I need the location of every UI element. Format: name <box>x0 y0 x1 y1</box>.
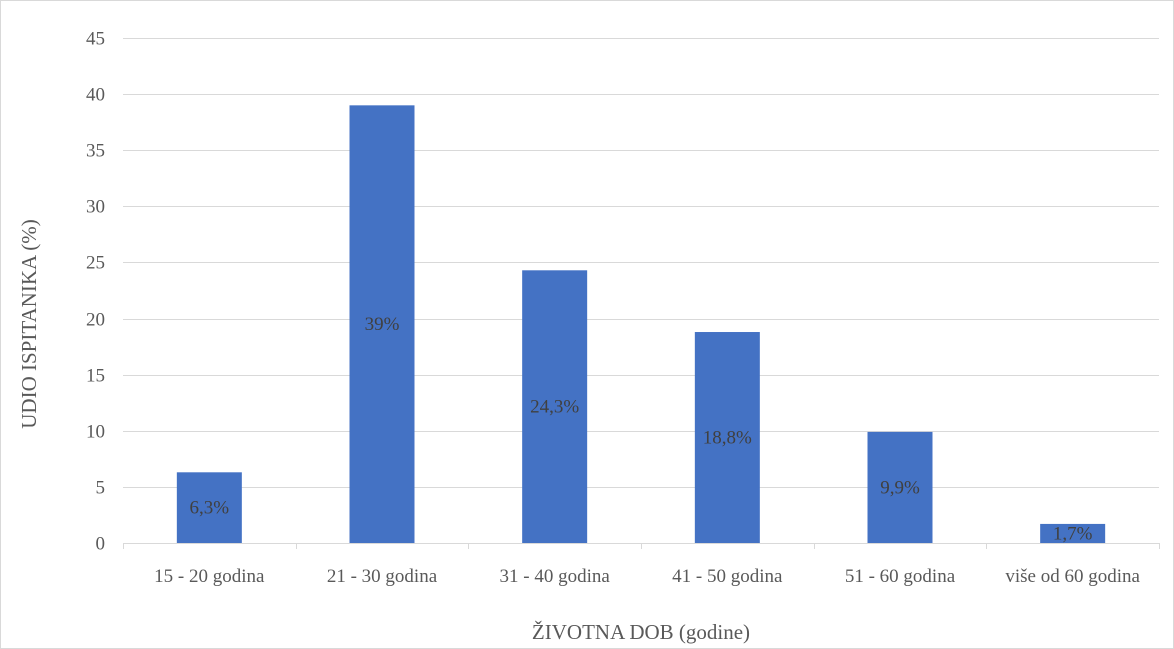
bar <box>1040 523 1106 543</box>
bar <box>522 270 588 543</box>
data-label: 39% <box>365 314 400 335</box>
y-axis-title: UDIO ISPITANIKA (%) <box>17 219 41 428</box>
x-tick-label: 51 - 60 godina <box>845 566 956 587</box>
grid-layer <box>123 38 1160 549</box>
data-label: 1,7% <box>1053 523 1093 544</box>
x-tick-label: 31 - 40 godina <box>500 566 611 587</box>
y-tick-label: 40 <box>86 85 105 106</box>
y-tick-label: 0 <box>96 534 106 555</box>
data-labels-layer: 6,3% 39% 24,3% 18,8% 9,9% 1,7% <box>190 314 1093 544</box>
bar <box>349 105 415 543</box>
data-label: 18,8% <box>703 428 752 449</box>
x-tick-label: više od 60 godina <box>1005 566 1140 587</box>
y-tick-label: 30 <box>86 197 105 218</box>
bar <box>176 472 242 543</box>
bar <box>694 332 760 543</box>
y-tick-label: 10 <box>86 422 105 443</box>
x-tick-label: 21 - 30 godina <box>327 566 438 587</box>
y-tick-label: 45 <box>86 29 105 50</box>
bars-layer <box>176 105 1106 543</box>
y-axis-ticks: 0 5 10 15 20 25 30 35 40 45 <box>86 29 105 555</box>
data-label: 6,3% <box>190 498 230 519</box>
x-axis-ticks: 15 - 20 godina 21 - 30 godina 31 - 40 godi… <box>154 566 1140 587</box>
y-tick-label: 20 <box>86 310 105 331</box>
x-tick-label: 15 - 20 godina <box>154 566 265 587</box>
y-tick-label: 35 <box>86 141 105 162</box>
y-tick-label: 15 <box>86 366 105 387</box>
x-axis-title: ŽIVOTNA DOB (godine) <box>532 620 750 644</box>
data-label: 9,9% <box>880 477 920 498</box>
x-tick-label: 41 - 50 godina <box>672 566 783 587</box>
y-tick-label: 25 <box>86 253 105 274</box>
y-tick-label: 5 <box>96 478 106 499</box>
data-label: 24,3% <box>530 397 579 418</box>
bar <box>867 431 933 543</box>
